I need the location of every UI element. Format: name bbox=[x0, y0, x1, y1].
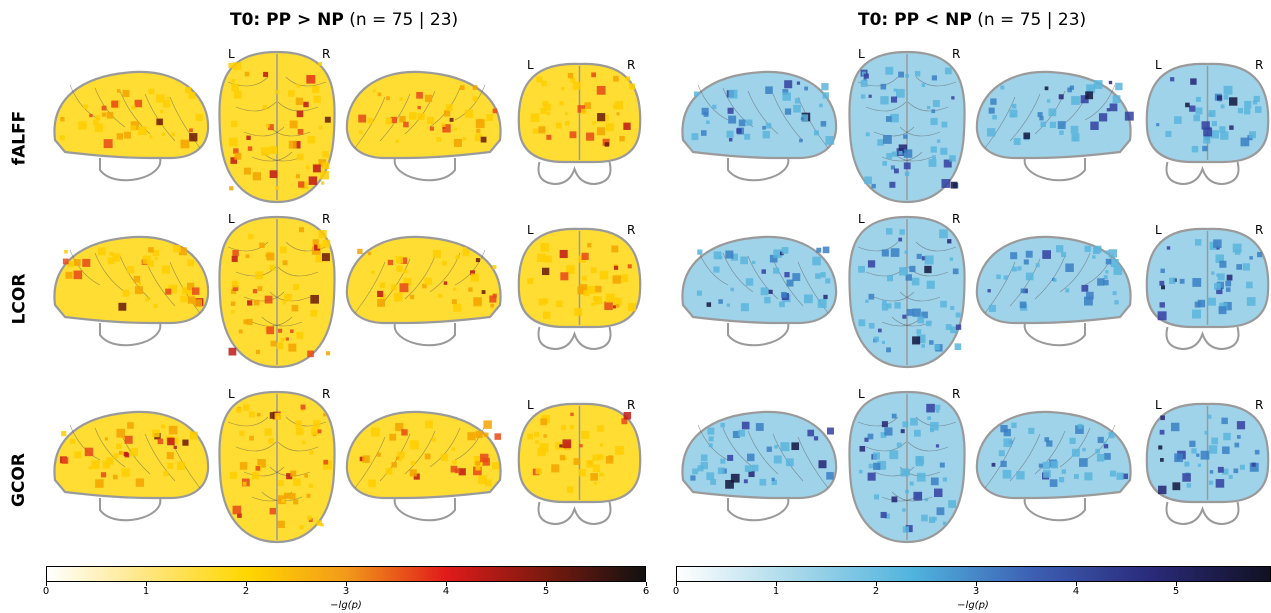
colorbar-tick-mark bbox=[676, 582, 677, 586]
colorbar-tick-mark bbox=[876, 582, 877, 586]
colorbar-tick-label: 4 bbox=[442, 586, 450, 597]
colorbar-tick-label: 2 bbox=[872, 586, 880, 597]
colorbar-tick-label: 3 bbox=[342, 586, 350, 597]
panel-title-right-bold: T0: PP < NP bbox=[858, 10, 972, 30]
hemisphere-label-left: L bbox=[858, 47, 865, 61]
colorbar-tick-label: 3 bbox=[972, 586, 980, 597]
panel-title-left: T0: PP > NP (n = 75 | 23) bbox=[230, 10, 458, 30]
hemisphere-label-right: R bbox=[322, 212, 331, 226]
colorbar-tick-mark bbox=[546, 582, 547, 586]
colorbar-tick-label: 0 bbox=[672, 586, 680, 597]
hemisphere-label-left: L bbox=[1155, 398, 1162, 412]
colorbar-tick-mark bbox=[646, 582, 647, 586]
colorbar-tick-label: 4 bbox=[1072, 586, 1080, 597]
colorbar-tick-label: 2 bbox=[242, 586, 250, 597]
colorbar-tick-mark bbox=[446, 582, 447, 586]
brain-glass-plots bbox=[53, 50, 1270, 544]
hemisphere-label-left: L bbox=[527, 398, 534, 412]
colorbar-tick-mark bbox=[46, 582, 47, 586]
hemisphere-label-right: R bbox=[322, 387, 331, 401]
hemisphere-label-left: L bbox=[1155, 58, 1162, 72]
hemisphere-label-left: L bbox=[858, 387, 865, 401]
colorbar-tick-label: 1 bbox=[142, 586, 150, 597]
hemisphere-label-left: L bbox=[228, 212, 235, 226]
brain-row-0-0 bbox=[53, 50, 642, 204]
panel-title-left-rest: (n = 75 | 23) bbox=[349, 10, 459, 30]
colorbar-tick-mark bbox=[1076, 582, 1077, 586]
hemisphere-label-right: R bbox=[1255, 398, 1264, 412]
hemisphere-label-right: R bbox=[1255, 223, 1264, 237]
colorbar-tick-label: 1 bbox=[772, 586, 780, 597]
hemisphere-label-right: R bbox=[952, 47, 961, 61]
colorbar-tick-label: 5 bbox=[542, 586, 550, 597]
hemisphere-label-right: R bbox=[627, 58, 636, 72]
brain-row-1-0 bbox=[681, 50, 1270, 204]
hemisphere-label-right: R bbox=[627, 398, 636, 412]
hemisphere-label-right: R bbox=[322, 47, 331, 61]
hemisphere-label-left: L bbox=[858, 212, 865, 226]
panel-title-left-bold: T0: PP > NP bbox=[230, 10, 344, 30]
colorbar-tick-mark bbox=[976, 582, 977, 586]
colorbar-cold bbox=[676, 566, 1271, 582]
colorbar-tick-label: 6 bbox=[642, 586, 650, 597]
colorbar-tick-label: 5 bbox=[1172, 586, 1180, 597]
brain-row-1-1 bbox=[681, 215, 1270, 369]
colorbar-tick-label: 0 bbox=[42, 586, 50, 597]
colorbar-hot bbox=[46, 566, 646, 582]
hemisphere-label-right: R bbox=[1255, 58, 1264, 72]
colorbar-hot-label: −lg(p) bbox=[330, 600, 362, 611]
hemisphere-label-left: L bbox=[228, 47, 235, 61]
hemisphere-label-left: L bbox=[527, 58, 534, 72]
panel-title-right-rest: (n = 75 | 23) bbox=[977, 10, 1087, 30]
colorbar-tick-mark bbox=[776, 582, 777, 586]
hemisphere-label-right: R bbox=[952, 387, 961, 401]
hemisphere-label-left: L bbox=[527, 223, 534, 237]
hemisphere-label-right: R bbox=[627, 223, 636, 237]
colorbar-cold-label: −lg(p) bbox=[957, 600, 989, 611]
colorbar-tick-mark bbox=[146, 582, 147, 586]
hemisphere-label-left: L bbox=[1155, 223, 1162, 237]
panel-title-right: T0: PP < NP (n = 75 | 23) bbox=[858, 10, 1086, 30]
brain-row-1-2 bbox=[681, 390, 1270, 544]
hemisphere-label-right: R bbox=[952, 212, 961, 226]
colorbar-tick-mark bbox=[246, 582, 247, 586]
hemisphere-label-left: L bbox=[228, 387, 235, 401]
brain-row-0-2 bbox=[53, 390, 642, 544]
colorbar-tick-mark bbox=[346, 582, 347, 586]
brain-row-0-1 bbox=[53, 215, 642, 369]
colorbar-tick-mark bbox=[1176, 582, 1177, 586]
